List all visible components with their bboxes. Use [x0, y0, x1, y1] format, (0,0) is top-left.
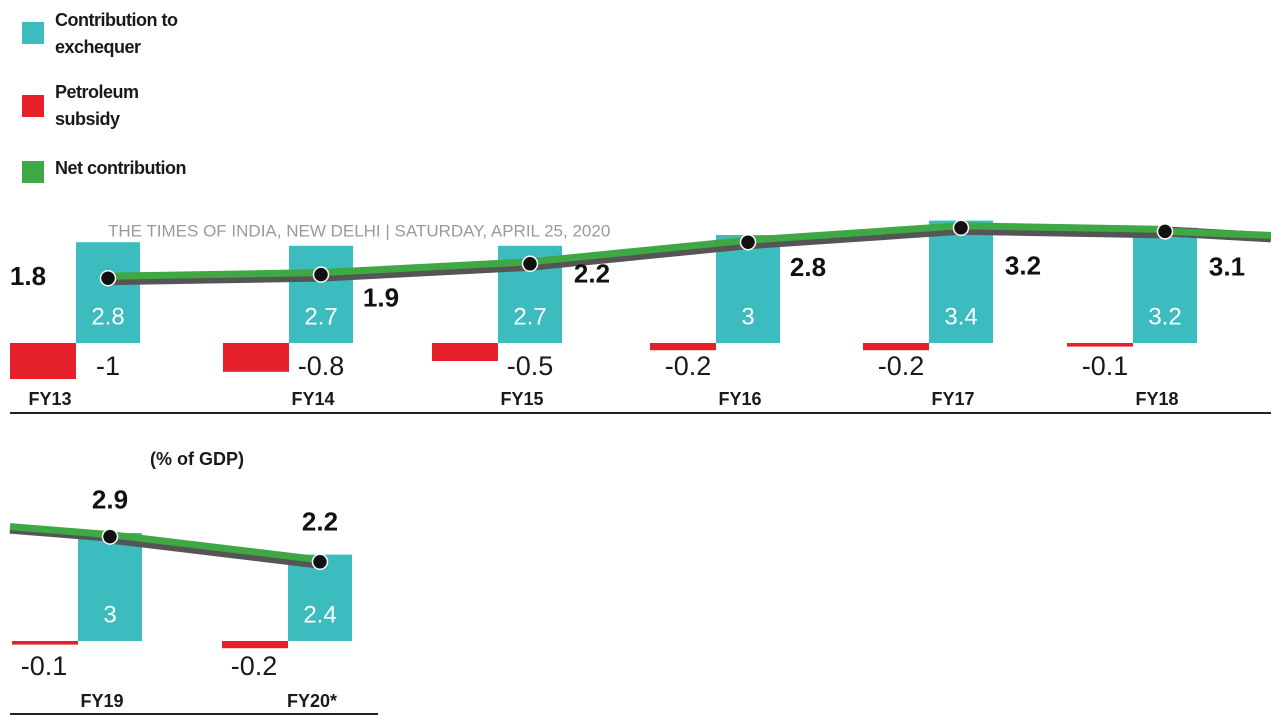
- legend-label: Contribution to exchequer: [55, 10, 178, 57]
- exchequer-bar: [76, 242, 140, 343]
- subsidy-bar: [650, 343, 716, 351]
- net-point: [99, 269, 117, 287]
- subsidy-label: -1: [96, 351, 120, 381]
- net-label: 2.2: [574, 259, 610, 289]
- exchequer-label: 2.7: [304, 303, 337, 330]
- category-label: FY16: [718, 389, 761, 409]
- exchequer-label: 2.7: [513, 303, 546, 330]
- subsidy-label: -0.1: [21, 651, 68, 681]
- net-line-shadow: [107, 224, 1166, 286]
- subsidy-bar: [10, 343, 76, 379]
- net-point: [312, 266, 330, 283]
- net-label: 2.2: [302, 507, 338, 537]
- category-label: FY20*: [287, 691, 337, 711]
- legend-swatch: [22, 22, 44, 44]
- subsidy-bar: [432, 343, 498, 361]
- exchequer-label: 3: [103, 601, 116, 628]
- unit-note: (% of GDP): [150, 449, 244, 469]
- exchequer-bar: [289, 245, 353, 343]
- line-continuation: [1164, 227, 1271, 239]
- exchequer-label: 3.4: [944, 303, 977, 330]
- subsidy-label: -0.2: [231, 651, 278, 681]
- subsidy-bar: [222, 641, 288, 649]
- net-point: [952, 219, 970, 237]
- net-point: [521, 255, 539, 273]
- net-line: [107, 222, 1166, 280]
- exchequer-bar: [78, 533, 142, 641]
- subsidy-label: -0.1: [1082, 351, 1129, 381]
- exchequer-bar: [716, 235, 780, 343]
- net-label: 2.8: [790, 252, 826, 282]
- net-label: 2.9: [92, 484, 128, 514]
- subsidy-label: -0.2: [665, 351, 712, 381]
- exchequer-label: 2.4: [303, 601, 336, 628]
- net-line-shadow: [109, 533, 321, 569]
- net-point: [311, 553, 329, 571]
- category-label: FY17: [931, 389, 974, 409]
- subsidy-bar: [223, 343, 289, 372]
- source-line: THE TIMES OF INDIA, NEW DELHI | SATURDAY…: [108, 221, 610, 240]
- exchequer-bar: [929, 220, 993, 343]
- legend-swatch: [22, 161, 44, 183]
- net-point: [101, 528, 119, 545]
- legend-label: Net contribution: [55, 158, 186, 178]
- category-label: FY13: [28, 389, 71, 409]
- category-label: FY18: [1135, 389, 1178, 409]
- subsidy-bar: [12, 641, 78, 645]
- legend-label: Petroleum subsidy: [55, 82, 139, 129]
- net-label: 1.8: [10, 261, 46, 291]
- category-label: FY14: [291, 389, 334, 409]
- exchequer-bar: [1133, 227, 1197, 343]
- net-line: [109, 531, 321, 564]
- legend-swatch: [22, 95, 44, 117]
- net-point: [1156, 223, 1174, 240]
- category-label: FY15: [500, 389, 543, 409]
- subsidy-label: -0.8: [298, 351, 345, 381]
- category-label: FY19: [80, 691, 123, 711]
- line-continuation: [9, 523, 111, 539]
- exchequer-label: 3.2: [1148, 303, 1181, 330]
- net-label: 1.9: [363, 282, 399, 312]
- net-label: 3.1: [1209, 251, 1245, 281]
- exchequer-label: 3: [741, 303, 754, 330]
- subsidy-label: -0.5: [507, 351, 554, 381]
- subsidy-label: -0.2: [878, 351, 925, 381]
- subsidy-bar: [863, 343, 929, 351]
- subsidy-bar: [1067, 343, 1133, 347]
- net-point: [739, 233, 757, 251]
- net-label: 3.2: [1005, 251, 1041, 281]
- exchequer-label: 2.8: [91, 303, 124, 330]
